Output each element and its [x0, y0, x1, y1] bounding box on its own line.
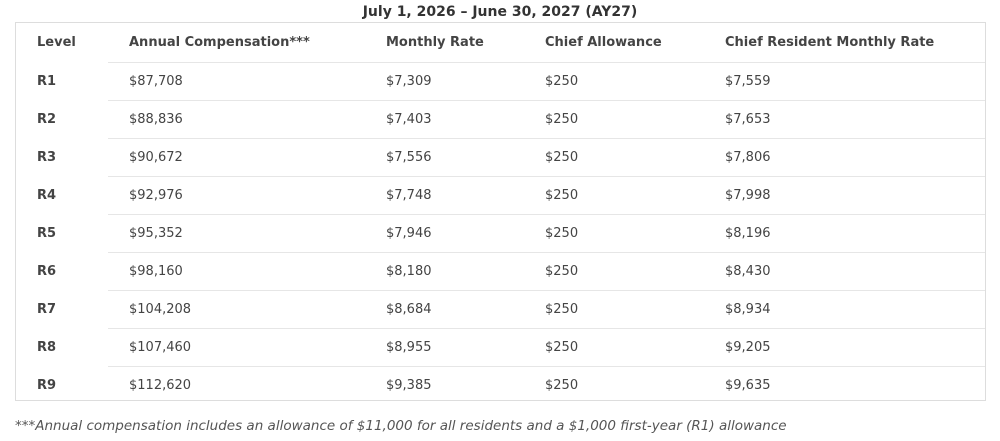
cell-annual-compensation: $98,160	[108, 252, 365, 291]
cell-monthly-rate: $7,309	[365, 62, 524, 101]
cell-chief-allowance: $250	[524, 214, 704, 253]
cell-monthly-rate: $8,684	[365, 290, 524, 329]
cell-level: R6	[37, 264, 57, 279]
table-row: R8 $107,460 $8,955 $250 $9,205	[16, 328, 985, 367]
cell-chief-resident-monthly-rate: $7,998	[704, 176, 985, 215]
table-row: R6 $98,160 $8,180 $250 $8,430	[16, 252, 985, 291]
cell-annual-compensation: $107,460	[108, 328, 365, 367]
cell-annual-compensation: $95,352	[108, 214, 365, 253]
cell-chief-resident-monthly-rate: $9,205	[704, 328, 985, 367]
cell-annual-compensation: $90,672	[108, 138, 365, 177]
cell-level: R3	[37, 150, 57, 165]
cell-chief-allowance: $250	[524, 290, 704, 329]
compensation-table-container: Level Annual Compensation*** Monthly Rat…	[15, 22, 986, 404]
compensation-table: Level Annual Compensation*** Monthly Rat…	[16, 23, 985, 404]
cell-annual-compensation: $88,836	[108, 100, 365, 139]
header-level: Level	[37, 35, 76, 50]
cell-level: R7	[37, 302, 57, 317]
cell-chief-resident-monthly-rate: $7,559	[704, 62, 985, 101]
cell-chief-allowance: $250	[524, 252, 704, 291]
header-row: Level Annual Compensation*** Monthly Rat…	[16, 23, 985, 63]
table-header: Level Annual Compensation*** Monthly Rat…	[16, 23, 985, 63]
table-row: R3 $90,672 $7,556 $250 $7,806	[16, 138, 985, 177]
cell-level: R9	[37, 378, 57, 393]
footnote: ***Annual compensation includes an allow…	[15, 418, 787, 434]
cell-annual-compensation: $92,976	[108, 176, 365, 215]
table-row: R7 $104,208 $8,684 $250 $8,934	[16, 290, 985, 329]
cell-chief-allowance: $250	[524, 138, 704, 177]
cell-chief-resident-monthly-rate: $9,635	[704, 366, 985, 404]
cell-level: R4	[37, 188, 57, 203]
cell-chief-resident-monthly-rate: $8,934	[704, 290, 985, 329]
cell-chief-allowance: $250	[524, 366, 704, 404]
cell-chief-allowance: $250	[524, 176, 704, 215]
cell-monthly-rate: $7,946	[365, 214, 524, 253]
cell-monthly-rate: $7,748	[365, 176, 524, 215]
cell-chief-allowance: $250	[524, 62, 704, 101]
cell-chief-allowance: $250	[524, 100, 704, 139]
cell-monthly-rate: $8,955	[365, 328, 524, 367]
cell-chief-resident-monthly-rate: $7,806	[704, 138, 985, 177]
cell-chief-resident-monthly-rate: $8,430	[704, 252, 985, 291]
table-row: R2 $88,836 $7,403 $250 $7,653	[16, 100, 985, 139]
header-chief-resident-monthly-rate: Chief Resident Monthly Rate	[725, 35, 935, 50]
cell-annual-compensation: $87,708	[108, 62, 365, 101]
table-body: R1 $87,708 $7,309 $250 $7,559 R2 $88,836 $7,403…	[16, 62, 985, 404]
cell-level: R2	[37, 112, 57, 127]
cell-monthly-rate: $7,556	[365, 138, 524, 177]
header-monthly-rate: Monthly Rate	[386, 35, 484, 50]
cell-chief-allowance: $250	[524, 328, 704, 367]
cell-monthly-rate: $7,403	[365, 100, 524, 139]
cell-level: R5	[37, 226, 57, 241]
cell-monthly-rate: $9,385	[365, 366, 524, 404]
table-row: R4 $92,976 $7,748 $250 $7,998	[16, 176, 985, 215]
cell-level: R1	[37, 74, 57, 89]
cell-monthly-rate: $8,180	[365, 252, 524, 291]
table-row: R9 $112,620 $9,385 $250 $9,635	[16, 366, 985, 404]
table-caption: July 1, 2026 – June 30, 2027 (AY27)	[362, 4, 638, 20]
header-chief-allowance: Chief Allowance	[545, 35, 662, 50]
table-row: R5 $95,352 $7,946 $250 $8,196	[16, 214, 985, 253]
cell-level: R8	[37, 340, 57, 355]
table-row: R1 $87,708 $7,309 $250 $7,559	[16, 62, 985, 101]
header-annual-compensation: Annual Compensation***	[129, 35, 310, 50]
cell-annual-compensation: $112,620	[108, 366, 365, 404]
cell-chief-resident-monthly-rate: $8,196	[704, 214, 985, 253]
cell-annual-compensation: $104,208	[108, 290, 365, 329]
cell-chief-resident-monthly-rate: $7,653	[704, 100, 985, 139]
